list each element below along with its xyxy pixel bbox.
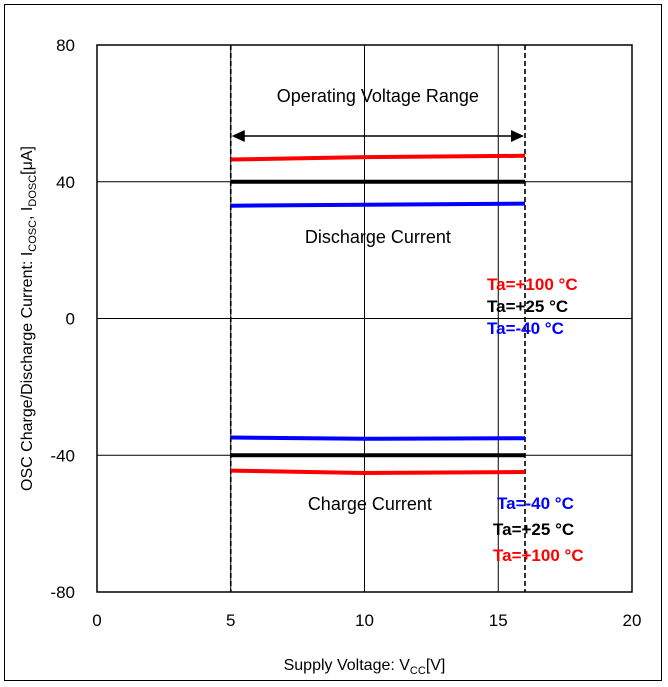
legend-entry: Ta=-40 °C: [497, 494, 574, 513]
operating-range-arrow: [231, 130, 524, 142]
series-line-charge: [230, 468, 526, 476]
y-axis-label: OSC Charge/Discharge Current: ICOSC, IDO…: [19, 146, 39, 491]
y-axis-label-tail: [μA]: [19, 146, 36, 175]
series-line-discharge: [230, 201, 526, 208]
x-tick-label: 20: [623, 611, 642, 630]
y-axis-label-sub1: COSC: [27, 220, 39, 252]
x-tick-label: 0: [92, 611, 101, 630]
y-tick-label: 0: [66, 310, 75, 329]
y-axis-label-sub2: DOSC: [27, 175, 39, 207]
y-axis-label-mid: , I: [19, 207, 36, 220]
charge-current-label: Charge Current: [308, 494, 432, 514]
plot-area-border: [96, 44, 633, 593]
y-tick-label: 40: [56, 173, 75, 192]
x-axis-label-tail: [V]: [426, 657, 446, 674]
y-axis-label-prefix: OSC Charge/Discharge Current: I: [19, 252, 36, 491]
x-axis-label-sub: CC: [410, 665, 426, 677]
legend-entry: Ta=-40 °C: [487, 319, 564, 338]
x-tick-label: 15: [489, 611, 508, 630]
x-axis-label: Supply Voltage: VCC[V]: [284, 657, 446, 677]
y-tick-label: -40: [50, 446, 75, 465]
legend-lower: Ta=-40 °C Ta=+25 °C Ta=+100 °C: [493, 494, 584, 565]
y-tick-labels: 80 40 0 -40 -80: [50, 36, 75, 602]
x-tick-label: 5: [226, 611, 235, 630]
chart-frame: [4, 4, 662, 681]
legend-entry: Ta=+100 °C: [493, 546, 584, 565]
x-tick-label: 10: [355, 611, 374, 630]
legend-entry: Ta=+25 °C: [493, 520, 574, 539]
legend-entry: Ta=+100 °C: [487, 275, 578, 294]
x-axis-label-main: Supply Voltage: V: [284, 657, 411, 674]
arrow-head-right: [511, 130, 524, 142]
y-tick-label: -80: [50, 583, 75, 602]
x-tick-labels: 0 5 10 15 20: [92, 611, 641, 630]
legend-upper: Ta=+100 °C Ta=+25 °C Ta=-40 °C: [487, 275, 578, 338]
series-line-charge: [230, 435, 526, 441]
operating-range-markers: [229, 45, 526, 592]
legend-entry: Ta=+25 °C: [487, 297, 568, 316]
series-line-discharge: [230, 153, 526, 162]
discharge-current-label: Discharge Current: [305, 227, 451, 247]
operating-range-label: Operating Voltage Range: [277, 86, 479, 106]
arrow-head-left: [231, 130, 245, 142]
y-tick-label: 80: [56, 36, 75, 55]
series-group: [230, 153, 526, 476]
